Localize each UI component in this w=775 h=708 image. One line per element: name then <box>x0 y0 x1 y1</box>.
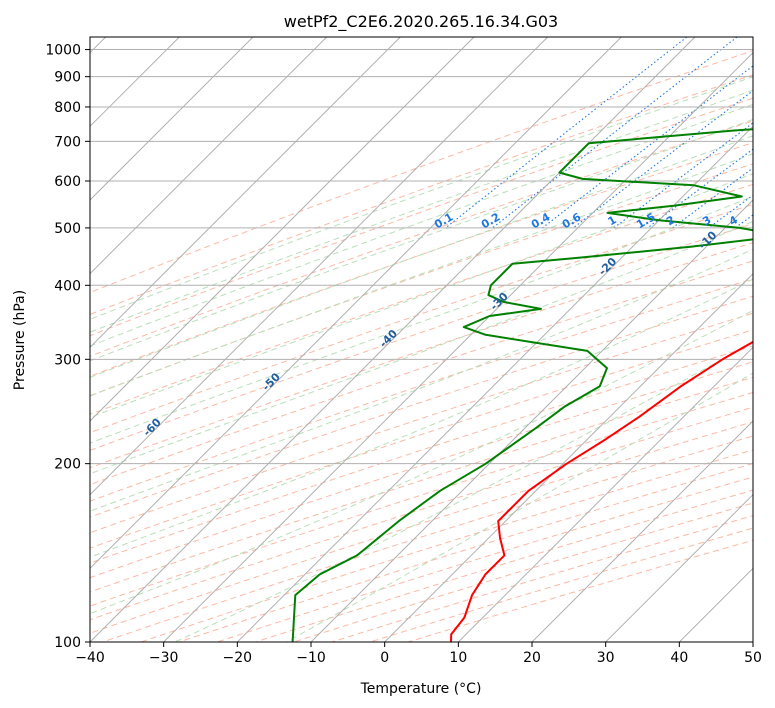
y-tick-label: 200 <box>54 457 81 473</box>
isotherm-line <box>90 37 401 349</box>
y-tick-label: 1000 <box>45 43 81 59</box>
dry-adiabat-line <box>90 376 753 593</box>
isotherm-label: -70 <box>13 469 36 492</box>
dry-adiabat-line <box>90 278 753 502</box>
mixing-ratio-label: 6 <box>766 213 775 228</box>
moist-adiabat-line <box>90 89 753 333</box>
dry-adiabat-line <box>90 183 753 415</box>
isotherm-line <box>90 37 549 496</box>
isotherm-line <box>310 199 753 642</box>
isotherm-line <box>384 272 753 642</box>
isotherm-line <box>605 493 753 642</box>
dry-adiabat-line <box>90 242 753 469</box>
isotherm-line <box>163 51 753 642</box>
dry-adiabat-line <box>102 435 753 642</box>
x-tick-label: 30 <box>597 650 615 666</box>
x-tick-label: 40 <box>670 650 688 666</box>
moist-adiabat-line <box>90 248 753 512</box>
dry-adiabat-line <box>90 97 753 337</box>
x-axis-label: Temperature (°C) <box>360 681 482 697</box>
isotherm-label: -60 <box>141 416 164 439</box>
mixing-ratio-line <box>445 37 688 229</box>
y-tick-label: 500 <box>54 221 81 237</box>
isotherm-label: -10 <box>696 228 719 251</box>
mixing-ratio-line <box>672 167 753 229</box>
dry-adiabat-line <box>90 329 753 549</box>
dry-adiabat-line <box>90 312 753 534</box>
y-tick-label: 800 <box>54 100 81 116</box>
dry-adiabat-line <box>90 223 753 451</box>
moist-adiabat-line <box>90 153 753 397</box>
mixing-ratio-line <box>572 90 753 229</box>
isotherm-line <box>531 420 753 642</box>
x-tick-label: −40 <box>75 650 105 666</box>
y-axis-label: Pressure (hPa) <box>12 290 28 390</box>
x-tick-label: 10 <box>449 650 467 666</box>
axes: −40 −30 −20 −10 0 10 20 30 40 50 100 200 300 400 500 60… <box>45 43 762 666</box>
dry-adiabat-line <box>90 142 753 377</box>
x-tick-label: 0 <box>380 650 389 666</box>
isotherm-line <box>236 125 753 642</box>
dry-adiabat-line <box>90 163 753 397</box>
chart-title: wetPf2_C2E6.2020.265.16.34.G03 <box>284 12 558 32</box>
isotherm-line <box>90 37 622 570</box>
moist-adiabat-line <box>90 118 753 362</box>
mixing-ratio-line <box>734 214 753 229</box>
isotherm-line <box>90 37 254 201</box>
y-tick-label: 400 <box>54 278 81 294</box>
temperature-profile-line <box>450 340 753 642</box>
dewpoint-profile-line <box>291 128 753 642</box>
x-tick-label: 20 <box>523 650 541 666</box>
profile-lines <box>291 128 753 642</box>
moist-adiabat-line <box>90 76 753 320</box>
isotherm-line <box>90 37 328 275</box>
moist-adiabat-line <box>90 220 753 475</box>
y-tick-label: 700 <box>54 134 81 150</box>
dry-adiabat-line <box>407 539 753 642</box>
dry-adiabat-line <box>90 50 753 294</box>
y-tick-label: 600 <box>54 174 81 190</box>
x-tick-label: −10 <box>296 650 326 666</box>
mixing-ratio-label: 1 <box>606 213 619 228</box>
isotherm-line <box>90 37 696 642</box>
isotherm-line <box>752 641 753 642</box>
line-labels: 0.10.20.40.611.52346810131620253036-100-… <box>13 210 775 492</box>
mixing-ratio-line <box>542 65 753 229</box>
y-tick-label: 900 <box>54 70 81 86</box>
x-tick-label: −30 <box>149 650 179 666</box>
y-tick-label: 300 <box>54 352 81 368</box>
dry-adiabat-line <box>331 515 753 642</box>
background-lines <box>90 37 753 642</box>
dry-adiabat-line <box>293 502 753 642</box>
isotherm-label: -50 <box>260 370 283 393</box>
dry-adiabat-line <box>90 74 753 316</box>
isotherm-label: -30 <box>488 290 511 313</box>
x-tick-label: −20 <box>223 650 253 666</box>
plot-frame <box>89 36 754 643</box>
dry-adiabat-line <box>90 361 753 579</box>
isotherm-line <box>90 37 475 422</box>
moist-adiabat-line <box>90 278 753 558</box>
isotherm-line <box>678 567 753 642</box>
mixing-ratio-line <box>613 122 753 229</box>
y-tick-label: 100 <box>54 635 81 651</box>
moist-adiabat-line <box>90 195 753 444</box>
isotherm-label: -20 <box>596 255 619 278</box>
x-tick-label: 50 <box>744 650 762 666</box>
isotherm-line <box>457 346 753 642</box>
isotherm-label: -40 <box>377 327 400 350</box>
